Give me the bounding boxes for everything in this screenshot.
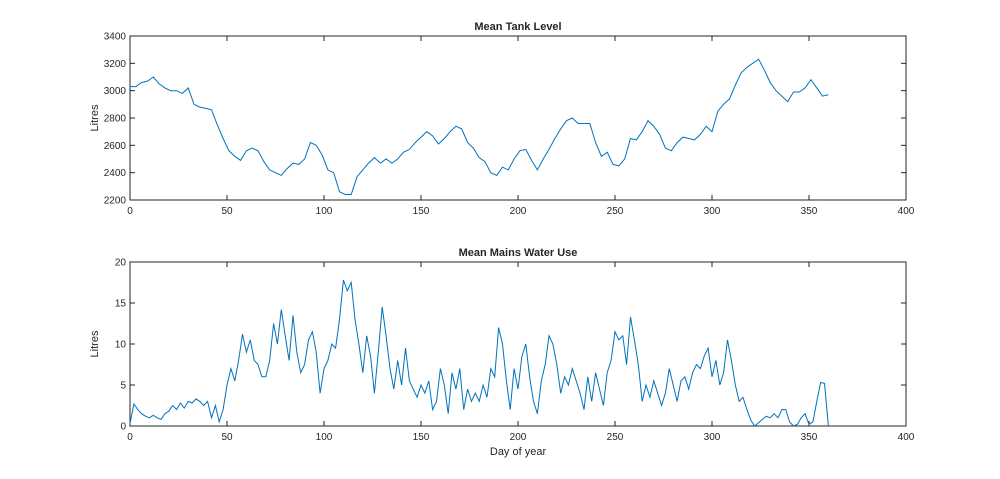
tank-level-y-tick-label: 2800 (104, 114, 127, 125)
tank-level-y-tick-label: 2400 (104, 168, 127, 179)
mains-water-use-x-tick-label: 100 (316, 432, 333, 443)
tank-level-x-tick-label: 150 (413, 206, 430, 217)
tank-level-x-tick-label: 0 (127, 206, 133, 217)
tank-level-x-tick-label: 300 (704, 206, 721, 217)
mains-water-use-y-ticks: 0 5 10 15 20 (115, 258, 906, 433)
tank-level-x-tick-label: 200 (510, 206, 527, 217)
mains-water-use-x-tick-label: 50 (221, 432, 233, 443)
tank-level-y-axis-label: Litres (89, 104, 101, 131)
tank-level-y-tick-label: 2600 (104, 141, 127, 152)
mains-water-use-x-tick-label: 150 (413, 432, 430, 443)
tank-level-x-tick-label: 50 (221, 206, 233, 217)
mains-water-use-x-tick-label: 300 (704, 432, 721, 443)
mains-water-use-x-tick-label: 200 (510, 432, 527, 443)
mains-water-use-chart: Mean Mains Water Use Litres Day of year … (89, 247, 915, 458)
mains-water-use-y-tick-label: 5 (120, 381, 126, 392)
mains-water-use-x-tick-label: 350 (801, 432, 818, 443)
mains-water-use-series-line (129, 279, 829, 427)
mains-water-use-x-ticks: 0 50 100 150 200 250 300 350 400 (127, 262, 915, 443)
mains-water-use-y-tick-label: 0 (120, 422, 126, 433)
mains-water-use-y-tick-label: 15 (115, 299, 127, 310)
tank-level-series-line (130, 58, 829, 195)
tank-level-y-tick-label: 3400 (104, 32, 127, 43)
tank-level-x-tick-label: 100 (316, 206, 333, 217)
mains-water-use-x-tick-label: 250 (607, 432, 624, 443)
tank-level-y-tick-label: 3200 (104, 59, 127, 70)
tank-level-y-tick-label: 3000 (104, 86, 127, 97)
tank-level-x-ticks: 0 50 100 150 200 250 300 350 400 (127, 36, 915, 217)
tank-level-plot-frame (129, 35, 907, 201)
tank-level-chart: Mean Tank Level Litres 0 50 100 150 200 250 30… (89, 21, 915, 217)
mains-water-use-x-axis-label: Day of year (490, 446, 547, 458)
mains-water-use-x-tick-label: 0 (127, 432, 133, 443)
mains-water-use-plot-frame (129, 261, 907, 427)
mains-water-use-x-tick-label: 400 (898, 432, 915, 443)
tank-level-x-tick-label: 250 (607, 206, 624, 217)
mains-water-use-y-tick-label: 10 (115, 340, 127, 351)
mains-water-use-y-axis-label: Litres (89, 330, 101, 357)
tank-level-y-ticks: 2200 2400 2600 2800 3000 3200 3400 (104, 32, 906, 207)
tank-level-chart-title: Mean Tank Level (474, 21, 561, 33)
mains-water-use-y-tick-label: 20 (115, 258, 127, 269)
tank-level-y-tick-label: 2200 (104, 196, 127, 207)
tank-level-x-tick-label: 350 (801, 206, 818, 217)
mains-water-use-chart-title: Mean Mains Water Use (459, 247, 578, 259)
tank-level-x-tick-label: 400 (898, 206, 915, 217)
